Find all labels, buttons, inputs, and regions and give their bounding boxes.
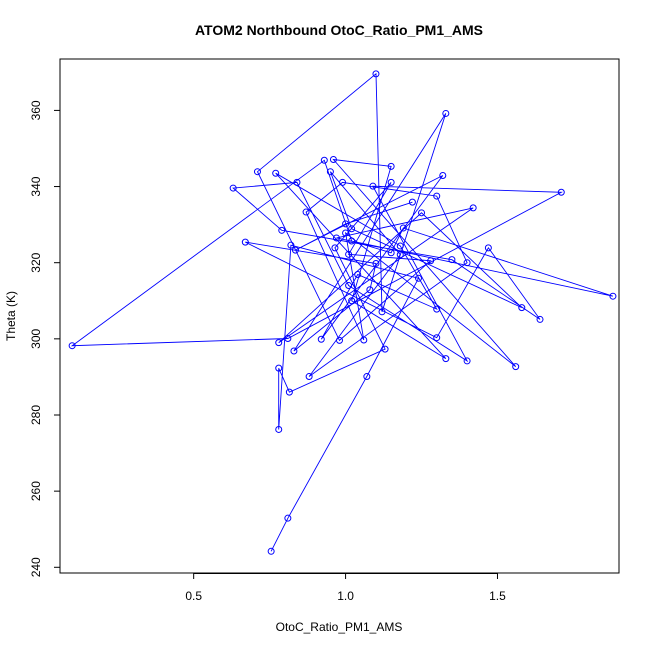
data-point: [427, 257, 435, 265]
data-point: [272, 169, 280, 177]
data-point: [284, 514, 292, 522]
data-point: [331, 244, 339, 252]
data-point: [418, 209, 426, 217]
data-point: [302, 208, 310, 216]
data-point: [290, 347, 298, 355]
data-point: [285, 388, 293, 396]
y-axis-label: Theta (K): [4, 291, 18, 341]
y-tick-label: 360: [29, 100, 43, 120]
data-point: [320, 156, 328, 164]
data-point: [366, 286, 374, 294]
data-point: [372, 259, 380, 267]
data-point: [387, 178, 395, 186]
data-point: [414, 274, 422, 282]
x-tick-label: 1.0: [337, 589, 354, 603]
data-point: [345, 250, 353, 258]
data-point: [291, 246, 299, 254]
data-point: [241, 238, 249, 246]
data-point: [396, 242, 404, 250]
y-axis: 240 260 280 300 320 340 360: [29, 100, 60, 577]
x-axis: 0.5 1.0 1.5: [185, 573, 506, 603]
data-point: [518, 304, 526, 312]
data-point: [463, 259, 471, 267]
data-point: [463, 357, 471, 365]
y-tick-label: 300: [29, 329, 43, 349]
data-point: [345, 282, 353, 290]
data-point: [378, 308, 386, 316]
data-point: [253, 168, 261, 176]
data-point: [342, 220, 350, 228]
data-point: [229, 184, 237, 192]
data-point: [305, 373, 313, 381]
data-point: [329, 156, 337, 164]
data-point: [484, 244, 492, 252]
data-point: [278, 226, 286, 234]
data-point: [442, 355, 450, 363]
data-point: [348, 297, 356, 305]
data-point: [536, 315, 544, 323]
data-point: [68, 342, 76, 350]
y-tick-label: 320: [29, 252, 43, 272]
data-point: [442, 109, 450, 117]
data-point: [317, 335, 325, 343]
data-point: [332, 234, 340, 242]
data-point: [448, 256, 456, 264]
data-point: [360, 336, 368, 344]
data-point: [267, 547, 275, 555]
data-point: [433, 192, 441, 200]
data-series: [68, 70, 617, 555]
data-point: [275, 364, 283, 372]
data-point: [387, 162, 395, 170]
y-tick-label: 260: [29, 481, 43, 501]
data-point: [396, 251, 404, 259]
data-point: [275, 339, 283, 347]
data-point: [609, 292, 617, 300]
data-point: [363, 373, 371, 381]
y-tick-label: 340: [29, 176, 43, 196]
data-point: [381, 345, 389, 353]
y-tick-label: 240: [29, 557, 43, 577]
data-point: [369, 182, 377, 190]
data-point: [339, 178, 347, 186]
y-tick-label: 280: [29, 405, 43, 425]
data-point: [372, 70, 380, 78]
series-line: [70, 72, 614, 552]
data-point: [287, 241, 295, 249]
data-point: [342, 229, 350, 237]
data-point: [348, 237, 356, 245]
data-point: [557, 188, 565, 196]
chart-title: ATOM2 Northbound OtoC_Ratio_PM1_AMS: [195, 22, 483, 38]
data-point: [512, 363, 520, 371]
data-point: [284, 334, 292, 342]
data-point: [433, 305, 441, 313]
data-point: [433, 334, 441, 342]
data-point: [469, 204, 477, 212]
data-point: [275, 425, 283, 433]
data-point: [354, 270, 362, 278]
data-point: [439, 172, 447, 180]
data-point: [336, 336, 343, 344]
data-point: [387, 249, 395, 257]
data-point: [408, 198, 416, 206]
data-point: [348, 225, 356, 233]
data-point: [293, 178, 301, 186]
data-point: [326, 168, 334, 176]
data-point: [399, 224, 407, 232]
x-axis-label: OtoC_Ratio_PM1_AMS: [276, 620, 403, 634]
x-tick-label: 1.5: [489, 589, 506, 603]
x-tick-label: 0.5: [185, 589, 202, 603]
